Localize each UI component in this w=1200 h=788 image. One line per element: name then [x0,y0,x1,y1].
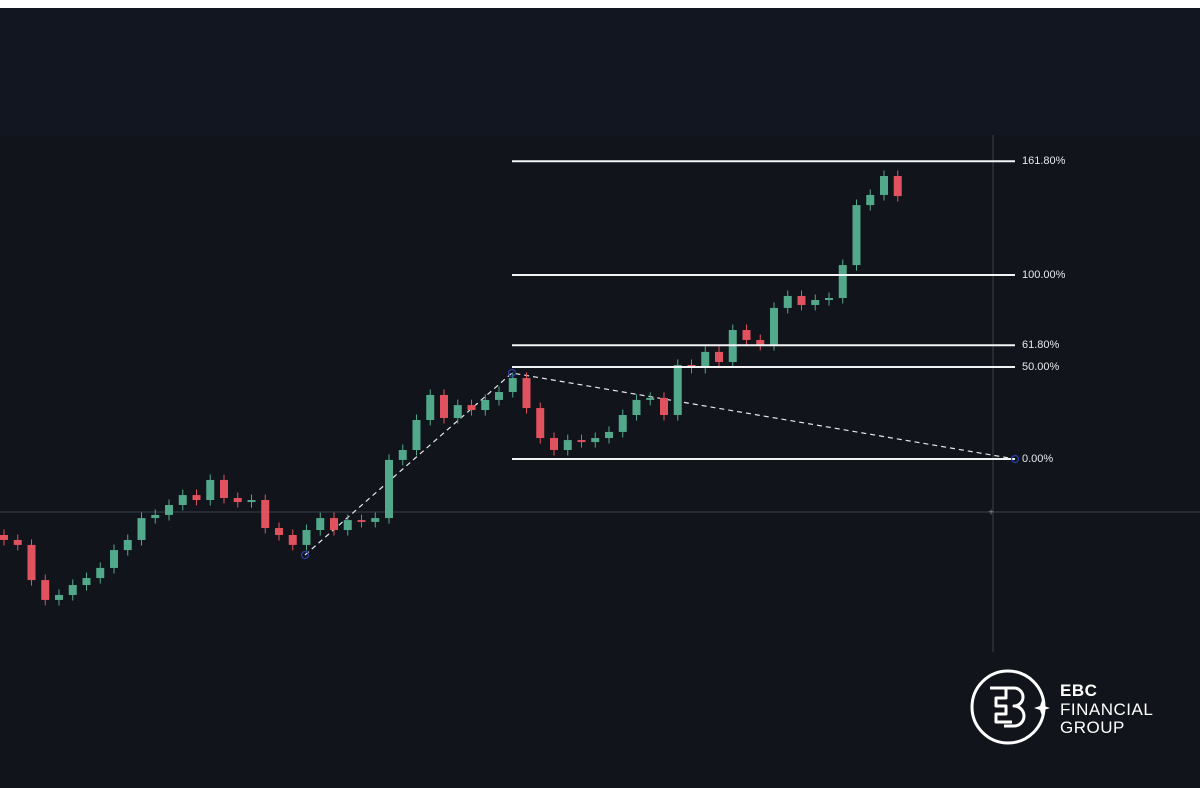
candle-body [398,449,407,460]
logo-line2: FINANCIAL [1060,700,1153,719]
candles [0,170,902,606]
candle-body [385,459,393,519]
candle-body [838,265,847,298]
candle-body [55,594,63,600]
candle-body [151,514,160,519]
candle-body [220,479,228,499]
candle-body [165,505,173,515]
candle-body [68,585,77,595]
candle-body [508,378,517,393]
chart-area [0,135,1200,788]
candle-body [453,405,462,418]
candle-body [330,518,338,531]
candle-body [467,405,476,411]
candle-body [412,419,421,450]
fib-label: 100.00% [1022,269,1066,281]
candle-body [550,438,558,450]
logo: EBC FINANCIAL GROUP [970,669,1153,745]
candle-body [110,550,118,568]
candle-body [96,567,105,579]
candle-body [357,520,366,522]
candle-body [701,351,710,368]
candle-body [756,339,765,345]
candle-body [605,431,613,439]
candle-body [0,534,8,540]
candle-body [811,300,820,305]
candle-body [536,408,545,439]
candle-body [440,394,448,418]
candle-body [660,397,668,416]
candle-body [825,298,833,301]
candle-body [123,539,132,551]
candle-body [618,415,627,432]
candle-body [233,498,242,503]
candle-body [646,397,655,400]
fib-label: 61.80% [1022,339,1060,351]
candle-body [137,518,146,540]
candle-body [316,518,325,531]
candle-body [192,495,201,501]
fib-label: 0.00% [1022,453,1053,465]
candle-body [715,351,723,363]
fib-label: 161.80% [1022,155,1066,167]
candle-body [797,295,806,305]
candle-body [632,399,641,416]
candle-body [522,378,531,409]
logo-star [1034,700,1050,716]
anchor [507,368,517,378]
candle-body [261,500,270,528]
candle-body [27,544,36,581]
crosshair-center: + [988,508,994,519]
candle-body [563,440,572,450]
candle-body [343,520,352,531]
fib-label: 50.00% [1022,361,1060,373]
anchor [300,550,310,560]
anchor [1010,454,1020,464]
candle-body [742,330,751,340]
candle-body [13,539,22,545]
candle-body [591,438,600,443]
candle-body [82,578,91,586]
candle-body [275,528,283,535]
candle-body [866,194,875,206]
candle-body [426,394,435,420]
candle-body [302,530,311,545]
candle-body [880,176,888,195]
logo-glyph [990,686,1026,728]
candle-body [783,295,792,308]
candle-body [673,364,682,416]
candle-body [893,176,902,197]
fib-levels: 161.80% 100.00% 61.80% 50.00% 0.00% [512,155,1066,465]
candle-body [770,307,778,345]
trend-line [304,372,1016,556]
candle-body [852,205,861,266]
candle-body [371,518,380,522]
candle-body [495,392,503,400]
logo-line1: EBC [1060,681,1097,700]
candle-body [247,500,256,503]
logo-line3: GROUP [1060,718,1125,737]
candle-body [481,399,490,411]
candle-body [178,495,187,505]
candle-body [577,440,586,443]
candle-body [288,534,297,545]
candle-body [41,580,50,600]
candle-body [206,479,215,501]
